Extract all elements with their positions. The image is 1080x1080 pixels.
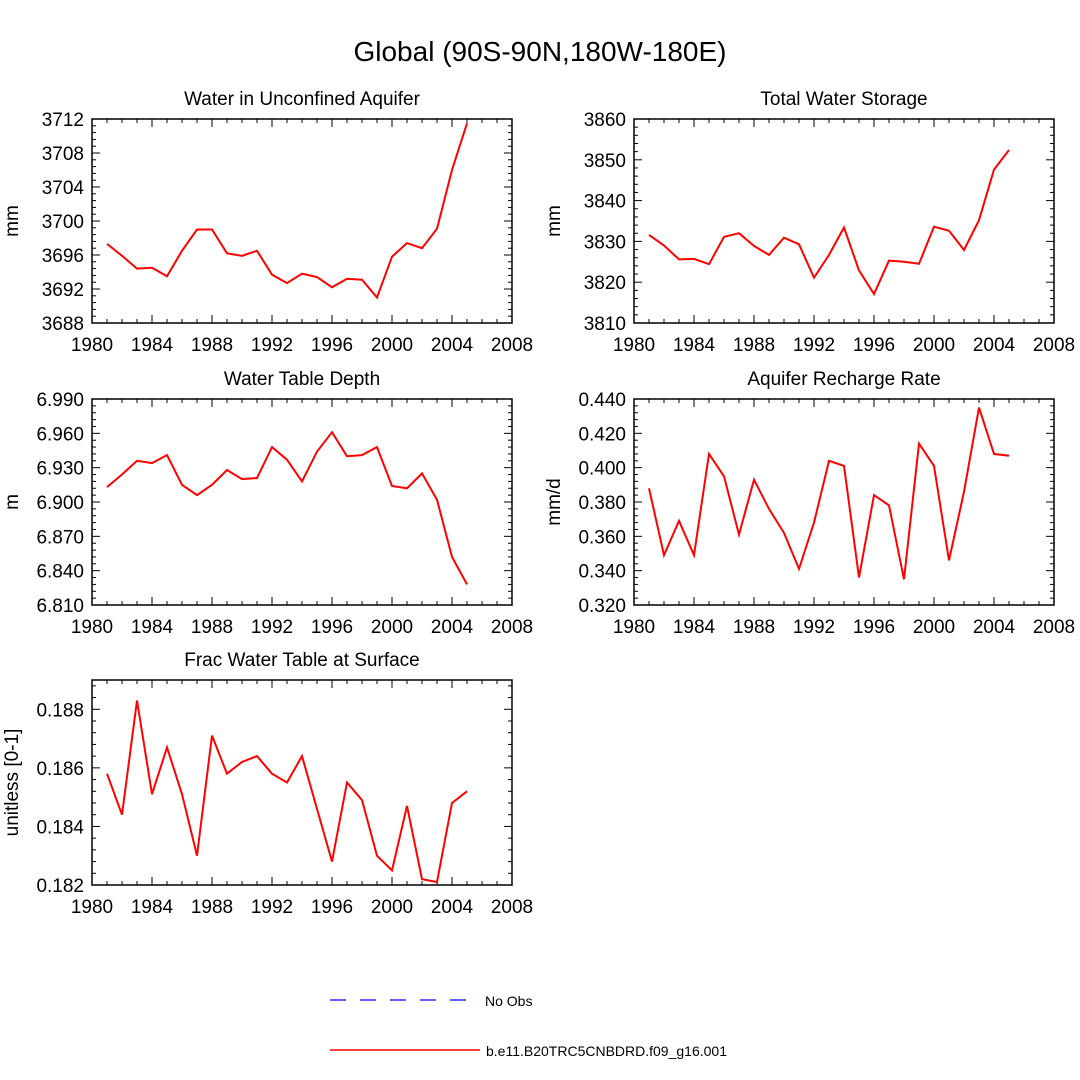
panel-4-xtick-label: 1984 — [673, 617, 716, 638]
panel-2-ytick-label: 3860 — [584, 110, 626, 131]
panel-3-xtick-label: 1984 — [131, 617, 174, 638]
panel-4-ylabel: mm/d — [544, 478, 565, 526]
panel-1-ytick-label: 3704 — [42, 178, 85, 199]
panel-4-xtick-label: 1996 — [853, 617, 895, 638]
panel-3-series-line — [106, 430, 468, 585]
panel-2-ytick-label: 3830 — [584, 232, 626, 253]
panel-1-xtick-label: 1980 — [71, 335, 113, 356]
panel-5-xtick-label: 2000 — [371, 897, 413, 918]
panel-5-xtick-label: 1980 — [71, 897, 113, 918]
panel-3-ytick-label: 6.900 — [36, 493, 84, 514]
panel-5-xtick-label: 1996 — [311, 897, 353, 918]
panel-3-title: Water Table Depth — [224, 369, 380, 390]
panel-2-xtick-label: 2004 — [973, 335, 1016, 356]
panel-4-xtick-label: 1988 — [733, 617, 775, 638]
panel-1-ytick-label: 3692 — [42, 280, 84, 301]
panel-2-xtick-label: 1996 — [853, 335, 895, 356]
panel-3-xtick-label: 1992 — [251, 617, 293, 638]
panel-1-xtick-label: 1988 — [191, 335, 233, 356]
panel-1-ytick-label: 3712 — [42, 110, 84, 131]
panel-2-xtick-label: 1992 — [793, 335, 835, 356]
panel-4-xtick-label: 1980 — [613, 617, 655, 638]
panel-2-ytick-label: 3850 — [584, 151, 626, 172]
panel-1-xtick-label: 2008 — [491, 335, 533, 356]
panel-5-xtick-label: 1984 — [131, 897, 174, 918]
panel-1-frame — [91, 118, 513, 324]
panel-4-series-line — [648, 407, 1010, 580]
panel-1-ytick-label: 3708 — [42, 144, 84, 165]
panel-2-ytick-label: 3820 — [584, 273, 626, 294]
panel-1-xtick-label: 1984 — [131, 335, 174, 356]
panel-4-frame — [633, 398, 1055, 606]
panel-2-xtick-label: 2000 — [913, 335, 955, 356]
panel-4-ytick-label: 0.320 — [578, 596, 626, 617]
panel-3-ytick-label: 6.930 — [36, 459, 84, 480]
panel-2-frame — [633, 118, 1055, 324]
panel-4-ytick-label: 0.420 — [578, 424, 626, 445]
panel-3-ylabel: m — [2, 494, 23, 510]
panel-5-ytick-label: 0.182 — [36, 876, 84, 897]
legend-model-label: b.e11.B20TRC5CNBDRD.f09_g16.001 — [486, 1043, 727, 1059]
panel-5-xtick-label: 1992 — [251, 897, 293, 918]
panel-1-ylabel: mm — [2, 205, 23, 237]
panel-2-ytick-label: 3840 — [584, 192, 626, 213]
panel-1-xtick-label: 2004 — [431, 335, 474, 356]
panel-4-ytick-label: 0.380 — [578, 493, 626, 514]
panel-3-ytick-label: 6.810 — [36, 596, 84, 617]
panel-4-xtick-label: 2000 — [913, 617, 955, 638]
legend-obs-label: No Obs — [485, 993, 532, 1009]
panel-4-title: Aquifer Recharge Rate — [747, 369, 940, 390]
panel-4-xtick-label: 2004 — [973, 617, 1016, 638]
panel-5-ytick-label: 0.188 — [36, 700, 84, 721]
panel-2-xtick-label: 1984 — [673, 335, 716, 356]
panel-1-title: Water in Unconfined Aquifer — [184, 89, 421, 110]
panel-2-ytick-label: 3810 — [584, 314, 626, 335]
panel-3-ytick-label: 6.990 — [36, 390, 84, 411]
panel-1-ytick-label: 3696 — [42, 246, 84, 267]
panel-5-xtick-label: 2008 — [491, 897, 533, 918]
panel-3-ytick-label: 6.840 — [36, 562, 84, 583]
panel-5-title: Frac Water Table at Surface — [184, 650, 420, 671]
panel-5-ytick-label: 0.186 — [36, 759, 84, 780]
panel-3-xtick-label: 2004 — [431, 617, 474, 638]
panel-4-xtick-label: 1992 — [793, 617, 835, 638]
panel-3-xtick-label: 2000 — [371, 617, 413, 638]
panel-2-ylabel: mm — [544, 205, 565, 237]
panel-5-series-line — [106, 700, 468, 884]
panel-5-xtick-label: 1988 — [191, 897, 233, 918]
panel-1-series-line — [106, 122, 468, 300]
panel-4-ytick-label: 0.360 — [578, 527, 626, 548]
panel-4-ytick-label: 0.340 — [578, 562, 626, 583]
panel-1-xtick-label: 2000 — [371, 335, 413, 356]
panel-2-series-line — [648, 149, 1010, 297]
panel-4-ytick-label: 0.440 — [578, 390, 626, 411]
panel-1-ytick-label: 3688 — [42, 314, 84, 335]
figure-title: Global (90S-90N,180W-180E) — [353, 36, 727, 67]
panel-1-ytick-label: 3700 — [42, 212, 84, 233]
panel-5-xtick-label: 2004 — [431, 897, 474, 918]
panel-4-xtick-label: 2008 — [1033, 617, 1075, 638]
panel-3-frame — [91, 398, 513, 606]
panel-5-ytick-label: 0.184 — [36, 817, 84, 838]
panel-2-xtick-label: 1988 — [733, 335, 775, 356]
panel-2-xtick-label: 1980 — [613, 335, 655, 356]
panel-2-xtick-label: 2008 — [1033, 335, 1075, 356]
panel-1-xtick-label: 1992 — [251, 335, 293, 356]
panel-3-ytick-label: 6.870 — [36, 527, 84, 548]
panel-3-ytick-label: 6.960 — [36, 424, 84, 445]
panel-3-xtick-label: 1980 — [71, 617, 113, 638]
panel-3-xtick-label: 2008 — [491, 617, 533, 638]
panel-1-xtick-label: 1996 — [311, 335, 353, 356]
panel-3-xtick-label: 1988 — [191, 617, 233, 638]
panel-3-xtick-label: 1996 — [311, 617, 353, 638]
panel-2-title: Total Water Storage — [760, 89, 927, 110]
panel-4-ytick-label: 0.400 — [578, 459, 626, 480]
panel-5-ylabel: unitless [0-1] — [2, 729, 23, 837]
